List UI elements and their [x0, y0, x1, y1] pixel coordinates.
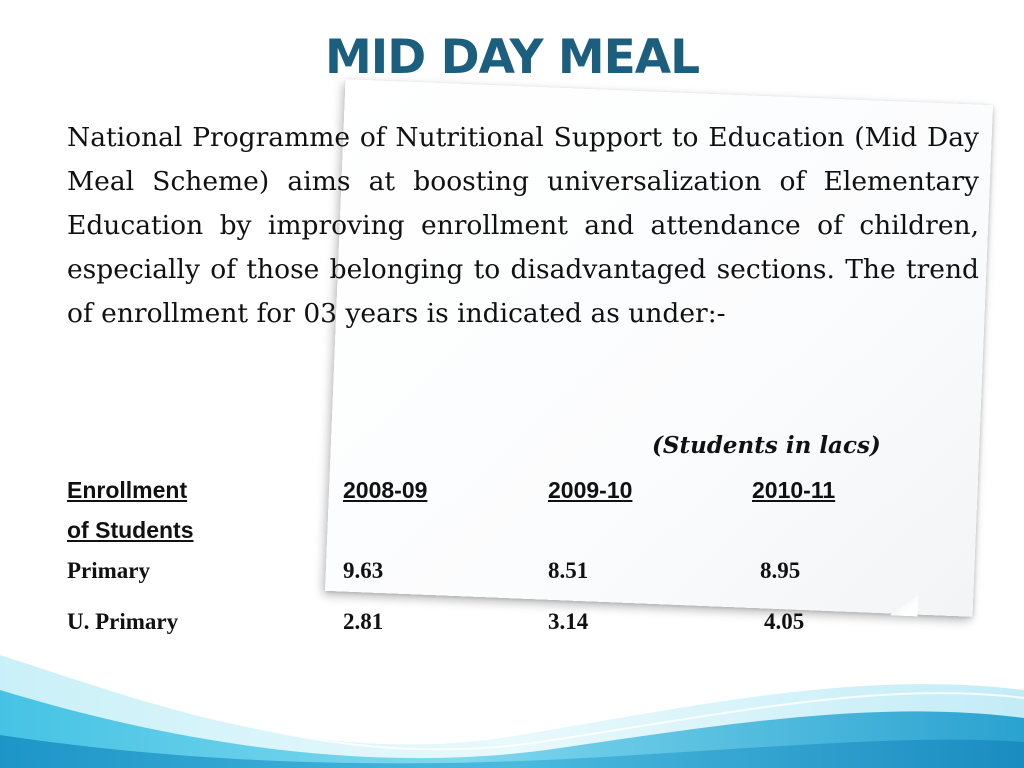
row-label-primary: Primary	[67, 558, 151, 583]
header-year-2010-11: 2010-11	[752, 477, 836, 503]
header-year-2009-10: 2009-10	[548, 477, 633, 503]
slide-title: MID DAY MEAL	[324, 30, 700, 85]
cell-u-primary-2010-11: 4.05	[764, 609, 805, 634]
header-label-line2: of Students	[67, 517, 194, 543]
cell-u-primary-2009-10: 3.14	[548, 609, 589, 634]
cell-primary-2010-11: 8.95	[760, 558, 801, 583]
row-label-u-primary: U. Primary	[67, 609, 179, 634]
header-label-line1: Enrollment	[67, 477, 188, 503]
header-year-2008-09: 2008-09	[343, 477, 428, 503]
wave-highlight	[0, 647, 1024, 751]
cell-primary-2009-10: 8.51	[548, 558, 589, 583]
units-note: (Students in lacs)	[652, 432, 881, 459]
intro-paragraph: National Programme of Nutritional Suppor…	[67, 122, 979, 329]
cell-u-primary-2008-09: 2.81	[343, 609, 384, 634]
cell-primary-2008-09: 9.63	[343, 558, 384, 583]
wave-dark	[0, 735, 1024, 768]
